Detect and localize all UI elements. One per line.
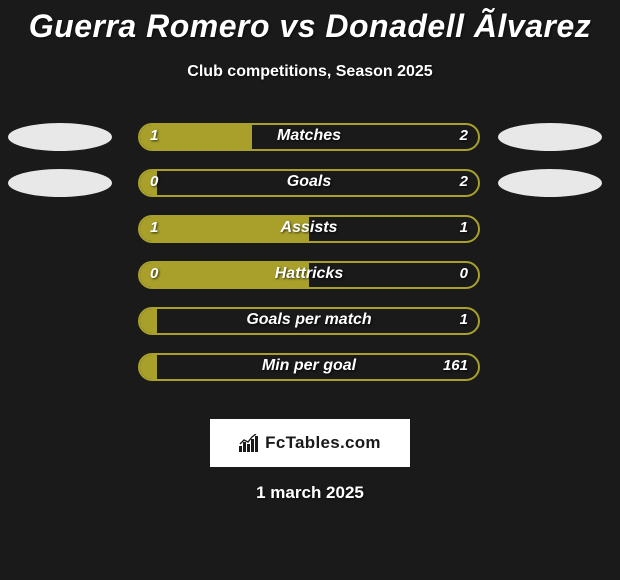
stat-label: Goals [140,173,478,191]
stat-row: Goals per match1 [0,305,620,351]
stat-bar: Matches1 2 [138,123,480,151]
stat-label: Matches [140,127,478,145]
stat-row: Matches1 2 [0,121,620,167]
stat-label: Assists [140,219,478,237]
stat-value-right: 161 [443,357,468,374]
stat-bar: Hattricks0 0 [138,261,480,289]
logo-text: FcTables.com [265,433,381,453]
team-ellipse-left [8,169,112,197]
stat-bar: Goals0 2 [138,169,480,197]
stat-bar: Goals per match1 [138,307,480,335]
stat-value-left: 0 [150,265,158,282]
stat-bar: Min per goal161 [138,353,480,381]
stat-row: Hattricks0 0 [0,259,620,305]
stat-label: Min per goal [140,357,478,375]
logo-box: FcTables.com [210,419,410,467]
stat-bar: Assists1 1 [138,215,480,243]
stat-value-right: 1 [460,219,468,236]
stat-value-left: 1 [150,127,158,144]
page-title: Guerra Romero vs Donadell Ãlvarez [0,0,620,45]
team-ellipse-left [8,123,112,151]
stat-value-right: 2 [460,173,468,190]
team-ellipse-right [498,169,602,197]
stat-value-right: 1 [460,311,468,328]
stat-label: Goals per match [140,311,478,329]
stat-row: Assists1 1 [0,213,620,259]
team-ellipse-right [498,123,602,151]
chart-icon [239,434,261,452]
stat-row: Min per goal161 [0,351,620,397]
footer-date: 1 march 2025 [0,483,620,503]
stat-value-left: 0 [150,173,158,190]
subtitle: Club competitions, Season 2025 [0,63,620,81]
stat-value-left: 1 [150,219,158,236]
stat-label: Hattricks [140,265,478,283]
comparison-chart: Matches12Goals02Assists11Hattricks00Goal… [0,121,620,397]
stat-value-right: 2 [460,127,468,144]
stat-row: Goals0 2 [0,167,620,213]
stat-value-right: 0 [460,265,468,282]
